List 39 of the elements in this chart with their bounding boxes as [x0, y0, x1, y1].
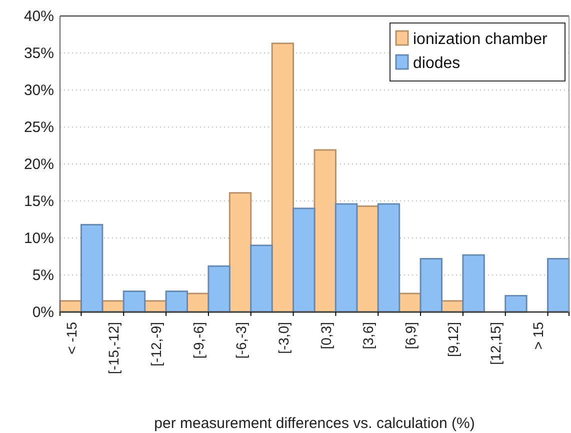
bar — [314, 149, 336, 313]
bar — [547, 258, 570, 313]
legend-label: ionization chamber — [413, 31, 548, 48]
y-tick-label: 20% — [24, 156, 54, 173]
x-tick-label: [-15,-12] — [106, 322, 122, 374]
y-tick-label: 35% — [24, 44, 54, 62]
x-tick-label: [12,15] — [487, 322, 504, 365]
x-tick-label: [-6,-3] — [232, 322, 249, 359]
bar — [292, 208, 316, 313]
x-tick-label: [0,3] — [318, 322, 334, 350]
bar — [462, 254, 485, 313]
x-tick-label: [-12,-9] — [148, 322, 164, 366]
y-tick-label: 15% — [24, 192, 54, 210]
y-tick-label: 40% — [24, 8, 54, 25]
x-axis-title: per measurement differences vs. calculation (%) — [154, 415, 475, 432]
x-tick-label: [-9,-6] — [190, 322, 207, 359]
bar — [122, 290, 146, 313]
bar — [420, 258, 442, 313]
bar — [334, 203, 358, 313]
bar — [250, 244, 273, 313]
bar — [80, 224, 104, 313]
x-tick-label: [-3,0] — [275, 322, 292, 354]
legend-label: diodes — [413, 55, 460, 72]
bar — [504, 294, 528, 313]
x-tick-label: < -15 — [63, 322, 80, 354]
x-tick-label: > 15 — [530, 322, 546, 350]
y-tick-label: 5% — [32, 266, 54, 284]
bar — [208, 265, 230, 313]
bar — [377, 203, 400, 313]
y-tick-label: 10% — [24, 230, 54, 247]
y-tick-label: 30% — [24, 82, 54, 99]
x-tick-label: [6,9] — [402, 322, 419, 350]
y-tick-label: 25% — [24, 118, 54, 136]
bar — [228, 192, 252, 313]
bar — [271, 42, 294, 313]
y-tick-label: 0% — [32, 304, 54, 321]
x-tick-label: [9,12] — [445, 322, 462, 358]
bar — [165, 290, 188, 313]
x-tick-label: [3,6] — [360, 322, 376, 350]
